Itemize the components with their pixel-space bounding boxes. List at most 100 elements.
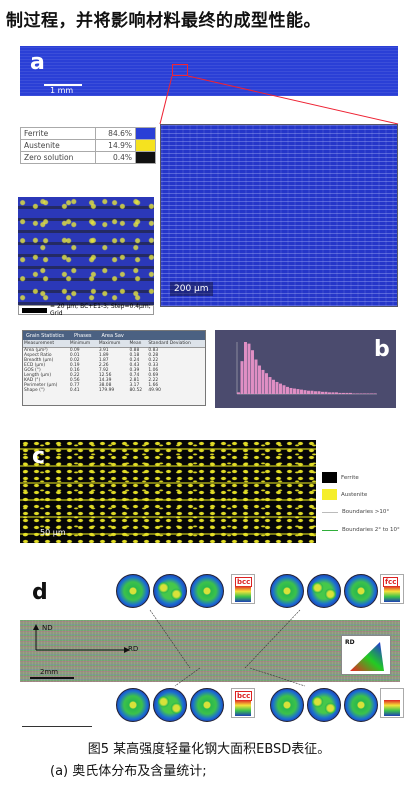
histogram-bar bbox=[335, 392, 338, 394]
legend-item: Boundaries 2° to 10° bbox=[322, 527, 400, 533]
histogram-bar bbox=[370, 393, 373, 394]
stats-cell: 2.26 bbox=[98, 363, 109, 368]
stats-row: KAD (°) 0.56 14.39 2.81 2.22 bbox=[23, 378, 205, 383]
tab-area[interactable]: Area Sav bbox=[101, 332, 124, 339]
stats-cell: 0.41 bbox=[69, 388, 80, 393]
stats-cell: 0.88 bbox=[129, 348, 140, 353]
histogram-bar bbox=[296, 389, 300, 394]
legend-value: 84.6% bbox=[95, 127, 136, 140]
histogram-bar bbox=[247, 343, 251, 394]
tab-grain-statistics[interactable]: Grain Statistics bbox=[26, 332, 64, 339]
legend-line bbox=[322, 529, 338, 531]
legend-line bbox=[322, 511, 338, 513]
pole-figure bbox=[190, 574, 224, 608]
legend-item: Austenite bbox=[322, 489, 400, 500]
histogram-bar bbox=[324, 391, 328, 394]
scale-block bbox=[22, 307, 48, 313]
stats-cell: 1.06 bbox=[148, 368, 159, 373]
histogram-bar bbox=[356, 393, 359, 394]
legend-label: Boundaries 2° to 10° bbox=[342, 527, 400, 533]
stats-cell: 179.99 bbox=[98, 388, 115, 393]
stats-cell: KAD (°) bbox=[24, 378, 41, 383]
stats-cell: 0.43 bbox=[129, 363, 140, 368]
histogram-bar bbox=[373, 393, 377, 394]
histogram-panel bbox=[215, 330, 396, 408]
figure-caption-sub: (a) 奥氏体分布及含量统计; bbox=[50, 764, 207, 779]
rd-label: RD bbox=[128, 645, 139, 653]
stats-cell: Aspect Ratio bbox=[24, 353, 52, 358]
histogram-bar bbox=[310, 390, 314, 394]
colorbar-gradient bbox=[384, 700, 400, 716]
histogram-bar bbox=[307, 390, 310, 394]
legend-swatch bbox=[322, 472, 337, 483]
histogram-bar bbox=[349, 392, 352, 394]
histogram-bar bbox=[275, 381, 279, 394]
ipf-color-key: RD bbox=[341, 635, 391, 675]
colorbar-gradient bbox=[235, 700, 251, 716]
histogram-bar bbox=[303, 390, 307, 394]
stats-cell: 0.83 bbox=[148, 348, 159, 353]
colorbar: fcc bbox=[380, 574, 404, 604]
stats-cell: Perimeter (µm) bbox=[24, 383, 58, 388]
stats-cell: 7.92 bbox=[98, 368, 109, 373]
stats-cell: 0.56 bbox=[69, 378, 80, 383]
stats-cell: 14.39 bbox=[98, 378, 112, 383]
ipf-triangle bbox=[350, 642, 384, 671]
histogram-bar bbox=[254, 359, 258, 394]
tab-phases[interactable]: Phases bbox=[74, 332, 92, 339]
stats-cell: 0.39 bbox=[129, 368, 140, 373]
figure-caption: 图5 某高强度轻量化钢大面积EBSD表征。 bbox=[87, 742, 331, 757]
histogram-bar bbox=[293, 388, 296, 394]
pole-figure bbox=[190, 688, 224, 722]
stats-row: Breadth (µm) 0.02 1.87 0.24 0.22 bbox=[23, 358, 205, 363]
divider bbox=[22, 726, 92, 727]
histogram-bar bbox=[265, 373, 268, 394]
pole-figure bbox=[153, 688, 187, 722]
stats-row: Aspect Ratio 0.01 1.89 0.18 0.28 bbox=[23, 353, 205, 358]
phase-map-scale: 50 µm bbox=[40, 528, 66, 537]
phase-legend: Ferrite Austenite Boundaries >10° Bounda… bbox=[322, 472, 400, 533]
stats-cell: 12.56 bbox=[98, 373, 112, 378]
legend-name: Zero solution bbox=[20, 151, 96, 164]
histogram-bar bbox=[345, 392, 349, 394]
stats-cell: 2.81 bbox=[129, 378, 140, 383]
pole-figure bbox=[153, 574, 187, 608]
histogram-bar bbox=[363, 393, 366, 394]
panel-d-label: d bbox=[32, 580, 48, 605]
histogram-bar bbox=[268, 377, 272, 394]
histogram-bar bbox=[282, 385, 286, 394]
stats-cell: Breadth (µm) bbox=[24, 358, 54, 363]
legend-label: Boundaries >10° bbox=[342, 509, 390, 515]
stats-body: Area (µm²) 0.09 3.91 0.88 0.83 Aspect Ratio 0.… bbox=[23, 348, 205, 393]
stats-cell: 0.77 bbox=[69, 383, 80, 388]
stats-cell: 80.52 bbox=[129, 388, 143, 393]
strip-scale-text: 1 mm bbox=[50, 86, 74, 95]
stats-cell: 0.24 bbox=[129, 358, 140, 363]
stats-cell: Shape (°) bbox=[24, 388, 45, 393]
histogram-bar bbox=[317, 391, 321, 394]
histogram-bar bbox=[251, 350, 254, 394]
histogram-bar bbox=[321, 391, 324, 394]
stats-row: Area (µm²) 0.09 3.91 0.88 0.83 bbox=[23, 348, 205, 354]
histogram-bar bbox=[261, 369, 265, 394]
colorbar bbox=[380, 688, 404, 718]
legend-value: 14.9% bbox=[95, 139, 136, 152]
grain-statistics-panel: Grain Statistics Phases Area Sav Measure… bbox=[22, 330, 206, 406]
pole-figure bbox=[270, 688, 304, 722]
stats-row: GOS (°) 0.16 7.92 0.39 1.06 bbox=[23, 368, 205, 373]
stats-cell: GOS (°) bbox=[24, 368, 41, 373]
ipf-scale-bar bbox=[30, 677, 74, 679]
legend-swatch bbox=[135, 127, 156, 140]
ipf-key-label: RD bbox=[345, 639, 355, 646]
stats-cell: 0.22 bbox=[69, 373, 80, 378]
pole-figure bbox=[344, 688, 378, 722]
stats-row: Length (µm) 0.22 12.56 0.74 0.69 bbox=[23, 373, 205, 378]
stats-cell: 0.01 bbox=[69, 353, 80, 358]
panel-c-label: c bbox=[32, 444, 46, 469]
stats-cell: Area (µm²) bbox=[24, 348, 48, 353]
stats-cell: 0.33 bbox=[148, 363, 159, 368]
legend-swatch bbox=[322, 489, 337, 500]
histogram-bar bbox=[359, 393, 363, 394]
header-text: 制过程，并将影响材料最终的成型性能。 bbox=[6, 11, 321, 31]
stats-cell: 0.28 bbox=[148, 353, 159, 358]
